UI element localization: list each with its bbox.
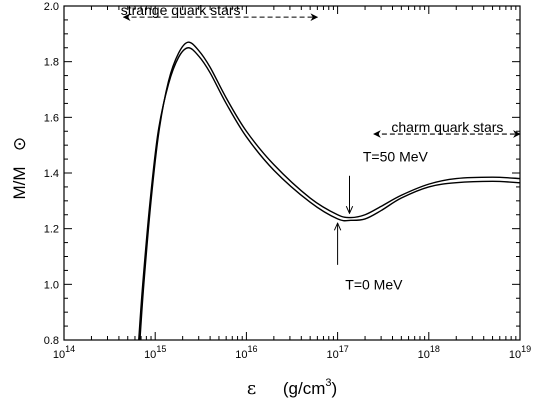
y-axis-ticks [64, 5, 520, 341]
y-tick-label: 0.8 [44, 335, 59, 347]
y-tick-label: 1.0 [44, 279, 59, 291]
y-tick-label: 1.6 [44, 112, 59, 124]
x-tick-label: 1014 [53, 344, 75, 361]
series-lines [138, 41, 521, 341]
annotations: strange quark stars charm quark stars T=50… [121, 2, 521, 292]
y-tick-label: 1.4 [44, 168, 59, 180]
plot-frame [63, 5, 521, 341]
x-tick-label: 1018 [418, 344, 440, 361]
x-axis-title: ε (g/cm3) [247, 377, 337, 399]
y-tick-label: 2.0 [44, 1, 59, 13]
x-tick-label: 1019 [509, 344, 531, 361]
x-axis-symbol: ε [247, 378, 256, 399]
sun-symbol-icon: ⊙ [10, 137, 29, 151]
t50-label: T=50 MeV [363, 148, 429, 164]
strange-label: strange quark stars [121, 2, 241, 18]
y-axis-title-text: M/M [10, 166, 29, 199]
x-axis-tick-labels: 1014 1015 1016 1017 1018 1019 [53, 344, 531, 361]
x-axis-units-prefix: (g/cm [283, 379, 326, 398]
y-axis-tick-labels: 0.8 1.0 1.2 1.4 1.6 1.8 2.0 [44, 1, 59, 347]
t0-label: T=0 MeV [345, 276, 403, 292]
y-tick-label: 1.2 [44, 224, 59, 236]
x-tick-label: 1015 [144, 344, 166, 361]
x-tick-label: 1017 [326, 344, 348, 361]
svg-text:M/M: M/M [10, 166, 29, 199]
y-tick-label: 1.8 [44, 57, 59, 69]
y-axis-title: M/M ⊙ [10, 137, 29, 200]
x-axis-units-exp: 3 [325, 377, 331, 389]
series-line-t50 [139, 41, 521, 341]
charm-label: charm quark stars [391, 119, 503, 135]
x-axis-units-suffix: ) [332, 379, 338, 398]
series-line-t0 [138, 47, 521, 341]
x-axis-ticks [63, 6, 521, 340]
x-tick-label: 1016 [235, 344, 257, 361]
